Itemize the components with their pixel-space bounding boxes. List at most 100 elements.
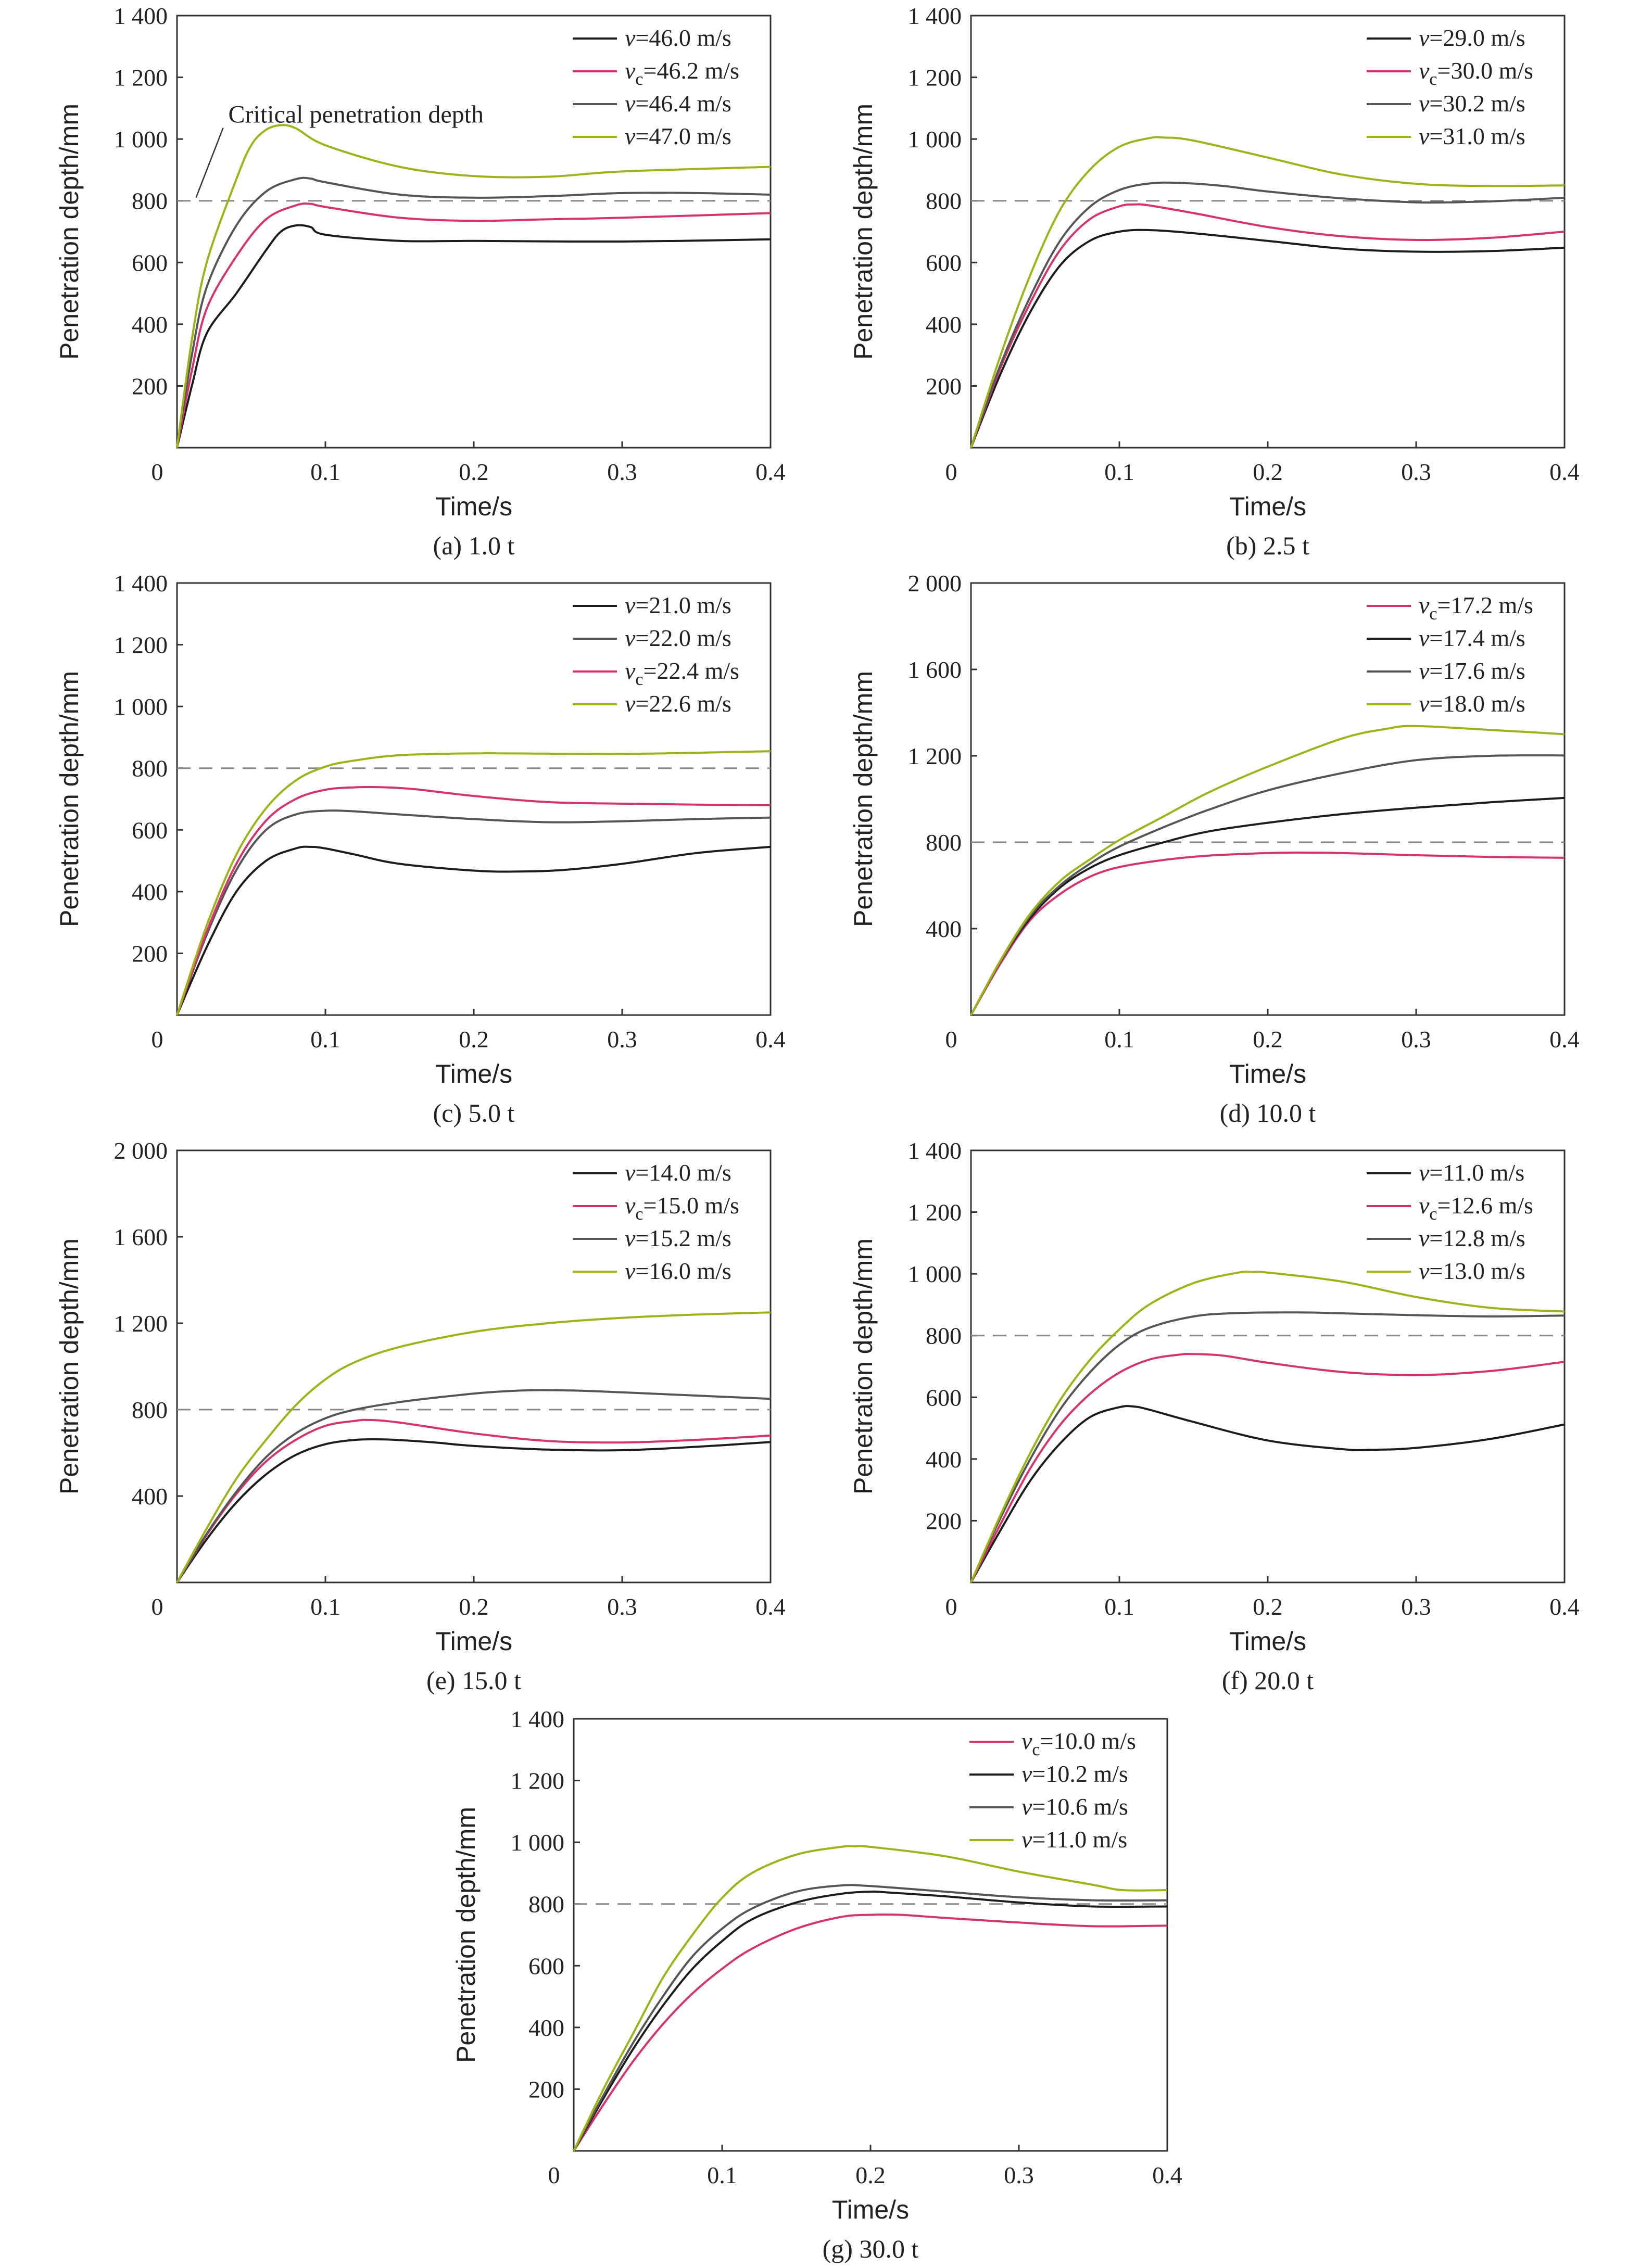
legend-label: v=17.4 m/s <box>1419 625 1525 651</box>
chart-svg: 200 400 600 800 1 000 1 200 1 400 0 0.1 0.2 0.3 0.4… <box>451 1706 1182 2263</box>
chart-panel-g: 200 400 600 800 1 000 1 200 1 400 0 0.1 0.2 0.3 0.4… <box>433 1703 1183 2268</box>
chart-caption: (g) 30.0 t <box>823 2234 919 2263</box>
y-tick-label: 200 <box>132 373 168 399</box>
x-tick-label: 0 <box>945 459 957 485</box>
x-tick-label: 0.1 <box>310 1026 340 1053</box>
y-tick-label: 200 <box>926 1507 962 1534</box>
legend-subscript: c <box>1032 1740 1040 1759</box>
x-tick-label: 0 <box>945 1593 957 1620</box>
legend-label: v=22.6 m/s <box>625 690 731 717</box>
y-tick-label: 800 <box>528 1891 564 1918</box>
x-tick-label: 0 <box>152 459 163 485</box>
x-tick-label: 0.4 <box>1152 2162 1182 2188</box>
series-line <box>573 1884 1168 2151</box>
series-line <box>970 181 1565 448</box>
legend-symbol: v <box>625 24 636 51</box>
legend-symbol: v <box>1419 90 1430 117</box>
x-tick-label: 0.4 <box>1549 459 1580 485</box>
legend-label: v=10.6 m/s <box>1021 1793 1128 1820</box>
legend-value: =10.2 m/s <box>1032 1760 1128 1787</box>
x-tick-label: 0.2 <box>1253 1026 1283 1053</box>
y-tick-label: 1 000 <box>114 126 168 153</box>
series-line <box>970 796 1565 1016</box>
y-tick-label: 1 400 <box>511 1706 565 1732</box>
legend-value: =22.0 m/s <box>635 625 731 651</box>
legend-symbol: v <box>625 592 636 618</box>
legend-symbol: v <box>625 657 636 684</box>
y-axis-title: Penetration depth/mm <box>451 1807 481 2063</box>
y-tick-label: 2 000 <box>114 1137 168 1164</box>
x-tick-label: 0.4 <box>755 459 786 485</box>
legend-subscript: c <box>635 1205 643 1224</box>
legend-label: vc=22.4 m/s <box>625 657 739 689</box>
legend-label: v=46.0 m/s <box>625 24 731 51</box>
series-line <box>176 176 771 448</box>
legend-symbol: v <box>1419 690 1430 717</box>
x-axis-title: Time/s <box>1229 492 1306 521</box>
legend-subscript: c <box>635 70 643 89</box>
y-tick-label: 400 <box>926 1446 962 1473</box>
legend-label: vc=12.6 m/s <box>1419 1192 1533 1224</box>
y-tick-label: 800 <box>926 1323 962 1349</box>
legend-value: =30.0 m/s <box>1437 57 1533 84</box>
legend-symbol: v <box>625 1192 636 1219</box>
y-tick-label: 1 000 <box>908 1261 962 1287</box>
legend-value: =17.6 m/s <box>1429 657 1525 684</box>
annotation-leader-line <box>195 128 224 198</box>
x-axis-title: Time/s <box>435 492 512 521</box>
legend-label: v=16.0 m/s <box>625 1258 731 1284</box>
series-line <box>176 224 771 448</box>
legend-symbol: v <box>625 123 636 149</box>
y-axis-title: Penetration depth/mm <box>55 1238 84 1494</box>
x-axis-title: Time/s <box>435 1059 512 1088</box>
y-tick-label: 1 400 <box>114 570 168 597</box>
legend-value: =10.0 m/s <box>1040 1728 1136 1754</box>
series-line <box>176 785 771 1016</box>
series-line <box>176 124 771 448</box>
x-tick-label: 0.1 <box>1104 459 1134 485</box>
y-tick-label: 800 <box>926 829 962 856</box>
x-tick-label: 0.3 <box>607 459 637 485</box>
y-tick-label: 800 <box>926 188 962 214</box>
legend-value: =46.4 m/s <box>635 90 731 117</box>
legend-symbol: v <box>625 1159 636 1186</box>
y-tick-label: 1 200 <box>908 1199 962 1226</box>
series-line <box>970 754 1565 1016</box>
y-tick-label: 400 <box>132 879 168 905</box>
legend-label: v=12.8 m/s <box>1419 1225 1525 1251</box>
series-line <box>573 1890 1168 2151</box>
legend-symbol: v <box>1021 1793 1032 1820</box>
x-tick-label: 0.1 <box>707 2162 737 2188</box>
legend-value: =13.0 m/s <box>1429 1258 1525 1284</box>
legend-label: v=10.2 m/s <box>1021 1760 1128 1787</box>
y-tick-label: 1 000 <box>511 1829 565 1856</box>
series-line <box>176 1418 771 1583</box>
legend-value: =10.6 m/s <box>1032 1793 1128 1820</box>
x-tick-label: 0 <box>548 2162 560 2188</box>
chart-svg: 400 800 1 200 1 600 2 000 0 0.1 0.2 0.3 0.4 Time/s… <box>55 1137 786 1695</box>
legend-label: v=29.0 m/s <box>1419 24 1525 51</box>
series-line <box>970 1270 1565 1583</box>
y-tick-label: 400 <box>132 311 168 338</box>
chart-caption: (d) 10.0 t <box>1220 1098 1316 1127</box>
series-line <box>970 725 1565 1016</box>
legend-symbol: v <box>1419 592 1430 618</box>
x-tick-label: 0 <box>945 1026 957 1053</box>
y-tick-label: 2 000 <box>908 570 962 597</box>
series-line <box>176 845 771 1016</box>
legend-symbol: v <box>1021 1760 1032 1787</box>
y-tick-label: 1 000 <box>908 126 962 153</box>
series-line <box>176 809 771 1016</box>
y-axis-title: Penetration depth/mm <box>849 1238 878 1494</box>
y-tick-label: 800 <box>132 755 168 782</box>
series-line <box>970 1311 1565 1583</box>
x-tick-label: 0.1 <box>1104 1026 1134 1053</box>
legend-label: v=22.0 m/s <box>625 625 731 651</box>
series-line <box>970 136 1565 448</box>
y-tick-label: 1 400 <box>908 1137 962 1164</box>
y-tick-label: 400 <box>132 1483 168 1510</box>
x-tick-label: 0.3 <box>607 1593 637 1620</box>
legend-symbol: v <box>1419 625 1430 651</box>
y-tick-label: 200 <box>132 940 168 967</box>
legend-subscript: c <box>1429 604 1437 624</box>
